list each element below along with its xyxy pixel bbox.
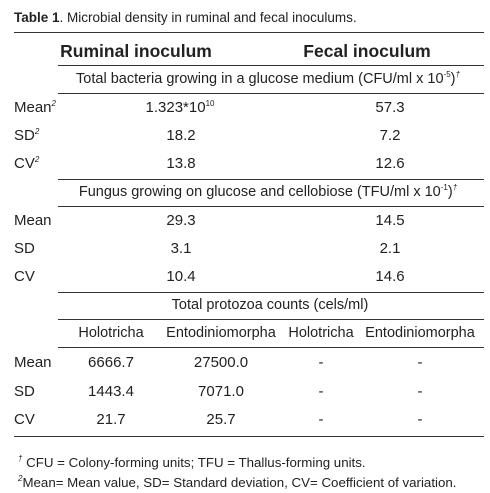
row-label-mean: Mean2 <box>14 99 56 116</box>
bacteria-section-title: Total bacteria growing in a glucose medi… <box>76 70 460 87</box>
row-label-mean: Mean <box>14 212 52 229</box>
fungus-ruminal-mean: 29.3 <box>166 212 196 229</box>
caption-text: . Microbial density in ruminal and fecal… <box>59 10 357 25</box>
subheader-entodiniomorpha-fecal: Entodiniomorpha <box>365 325 475 341</box>
protozoa-cell: 7071.0 <box>198 383 244 400</box>
fecal-column-header: Fecal inoculum <box>303 41 431 61</box>
fungus-ruminal-cv: 10.4 <box>166 268 196 285</box>
fungus-ruminal-sd: 3.1 <box>170 240 192 257</box>
row-label-cv: CV <box>14 411 35 428</box>
fungus-fecal-cv: 14.6 <box>375 268 405 285</box>
protozoa-cell: - <box>318 383 324 400</box>
row-label-mean: Mean <box>14 354 52 371</box>
row-label-cv: CV2 <box>14 155 40 172</box>
protozoa-cell: 25.7 <box>206 411 236 428</box>
bottom-rule <box>14 436 484 437</box>
bacteria-fecal-mean: 57.3 <box>375 99 405 116</box>
row-label-sd: SD <box>14 240 35 257</box>
subheader-entodiniomorpha-ruminal: Entodiniomorpha <box>166 325 276 341</box>
fungus-section-title: Fungus growing on glucose and cellobiose… <box>78 183 458 200</box>
protozoa-cell: 6666.7 <box>88 354 134 371</box>
bacteria-ruminal-mean: 1.323*1010 <box>145 99 215 116</box>
footnote-abbreviations: 2Mean= Mean value, SD= Standard deviatio… <box>18 474 457 490</box>
protozoa-cell: - <box>417 411 423 428</box>
footnote-units: † CFU = Colony-forming units; TFU = Thal… <box>18 454 366 470</box>
protozoa-rule <box>58 319 484 320</box>
protozoa-cell: - <box>417 354 423 371</box>
bacteria-rule <box>58 93 484 94</box>
fungus-fecal-sd: 2.1 <box>379 240 401 257</box>
protozoa-cell: - <box>417 383 423 400</box>
row-label-sd: SD2 <box>14 127 40 144</box>
subheader-holotricha-fecal: Holotricha <box>288 325 354 341</box>
protozoa-cell: 1443.4 <box>88 383 134 400</box>
bacteria-end-rule <box>58 179 484 180</box>
protozoa-cell: - <box>318 411 324 428</box>
protozoa-cell: - <box>318 354 324 371</box>
protozoa-cell: 27500.0 <box>193 354 249 371</box>
bacteria-fecal-cv: 12.6 <box>375 155 405 172</box>
bacteria-ruminal-cv: 13.8 <box>166 155 196 172</box>
row-label-sd: SD <box>14 383 35 400</box>
header-rule <box>58 65 484 66</box>
subheader-rule <box>58 347 484 348</box>
fungus-end-rule <box>58 292 484 293</box>
table-caption: Table 1. Microbial density in ruminal an… <box>14 11 357 25</box>
ruminal-column-header: Ruminal inoculum <box>60 41 212 61</box>
caption-label: Table 1 <box>14 10 60 25</box>
top-rule <box>14 32 484 33</box>
bacteria-fecal-sd: 7.2 <box>379 127 401 144</box>
fungus-rule <box>58 206 484 207</box>
protozoa-section-title: Total protozoa counts (cels/ml) <box>171 297 369 313</box>
fungus-fecal-mean: 14.5 <box>375 212 405 229</box>
subheader-holotricha-ruminal: Holotricha <box>78 325 144 341</box>
row-label-cv: CV <box>14 268 35 285</box>
protozoa-cell: 21.7 <box>96 411 126 428</box>
bacteria-ruminal-sd: 18.2 <box>166 127 196 144</box>
